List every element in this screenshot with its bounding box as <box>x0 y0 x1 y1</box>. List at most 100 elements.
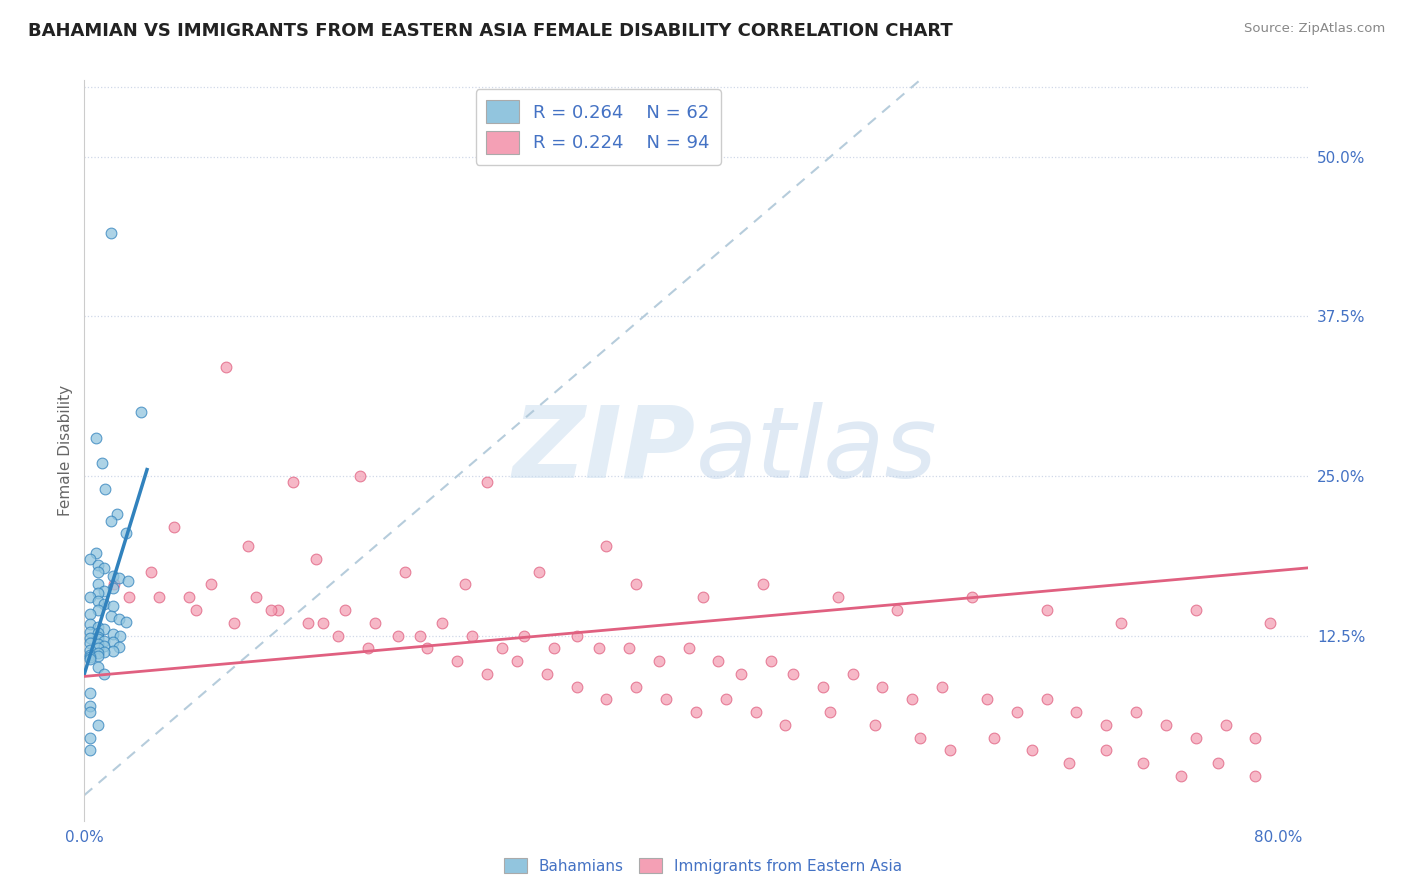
Point <box>87 648 110 663</box>
Point <box>101 568 124 582</box>
Point <box>267 603 290 617</box>
Point <box>775 718 797 732</box>
Point <box>93 639 115 653</box>
Point <box>1184 603 1206 617</box>
Point <box>1215 718 1237 732</box>
Point <box>409 629 432 643</box>
Point <box>115 615 138 629</box>
Point <box>931 680 953 694</box>
Legend: R = 0.264    N = 62, R = 0.224    N = 94: R = 0.264 N = 62, R = 0.224 N = 94 <box>475 89 721 165</box>
Point <box>177 591 200 605</box>
Point <box>536 666 558 681</box>
Point <box>529 565 551 579</box>
Point <box>79 743 101 757</box>
Point <box>107 612 129 626</box>
Point <box>730 666 752 681</box>
Point <box>93 666 115 681</box>
Point <box>148 591 170 605</box>
Point <box>1132 756 1154 771</box>
Point <box>752 577 775 591</box>
Point <box>163 520 186 534</box>
Point <box>335 603 357 617</box>
Point <box>1244 731 1267 745</box>
Point <box>79 591 101 605</box>
Point <box>475 475 498 490</box>
Point <box>595 539 617 553</box>
Point <box>565 629 588 643</box>
Point <box>811 680 834 694</box>
Point <box>93 597 115 611</box>
Point <box>87 632 110 647</box>
Point <box>886 603 908 617</box>
Point <box>678 641 700 656</box>
Point <box>79 642 101 657</box>
Point <box>260 603 283 617</box>
Point <box>475 666 498 681</box>
Point <box>87 626 110 640</box>
Point <box>100 227 122 241</box>
Point <box>1184 731 1206 745</box>
Point <box>543 641 565 656</box>
Point <box>416 641 439 656</box>
Point <box>79 617 101 632</box>
Point <box>1095 718 1118 732</box>
Point <box>87 660 110 674</box>
Point <box>1095 743 1118 757</box>
Point <box>117 574 139 588</box>
Point <box>93 583 115 598</box>
Point <box>1035 603 1057 617</box>
Point <box>1057 756 1080 771</box>
Point <box>432 615 454 630</box>
Point <box>79 650 101 665</box>
Point <box>1258 615 1281 630</box>
Point <box>1109 615 1132 630</box>
Text: atlas: atlas <box>696 402 938 499</box>
Point <box>84 431 107 445</box>
Point <box>1066 705 1088 719</box>
Point <box>1154 718 1177 732</box>
Point <box>79 705 101 719</box>
Point <box>101 599 124 614</box>
Point <box>79 651 101 665</box>
Point <box>960 591 983 605</box>
Point <box>186 603 208 617</box>
Point <box>79 648 101 662</box>
Point <box>461 629 484 643</box>
Point <box>87 594 110 608</box>
Point <box>129 405 152 419</box>
Point <box>87 630 110 644</box>
Point <box>222 615 245 630</box>
Point <box>87 647 110 661</box>
Text: ZIP: ZIP <box>513 402 696 499</box>
Point <box>357 641 380 656</box>
Point <box>238 539 260 553</box>
Point <box>617 641 640 656</box>
Point <box>744 705 766 719</box>
Point <box>818 705 841 719</box>
Point <box>647 654 669 668</box>
Point <box>588 641 610 656</box>
Point <box>79 631 101 645</box>
Point <box>79 636 101 650</box>
Point <box>1005 705 1028 719</box>
Point <box>79 624 101 639</box>
Point <box>107 640 129 654</box>
Point <box>118 591 141 605</box>
Point <box>841 666 863 681</box>
Point <box>94 482 117 496</box>
Point <box>304 552 326 566</box>
Point <box>100 514 122 528</box>
Point <box>215 360 238 375</box>
Point <box>79 698 101 713</box>
Point <box>692 591 714 605</box>
Point <box>87 565 110 579</box>
Point <box>349 469 371 483</box>
Point <box>1170 769 1192 783</box>
Point <box>513 629 536 643</box>
Point <box>87 638 110 652</box>
Point <box>312 615 335 630</box>
Point <box>364 615 387 630</box>
Point <box>326 629 349 643</box>
Point <box>93 622 115 636</box>
Point <box>827 591 849 605</box>
